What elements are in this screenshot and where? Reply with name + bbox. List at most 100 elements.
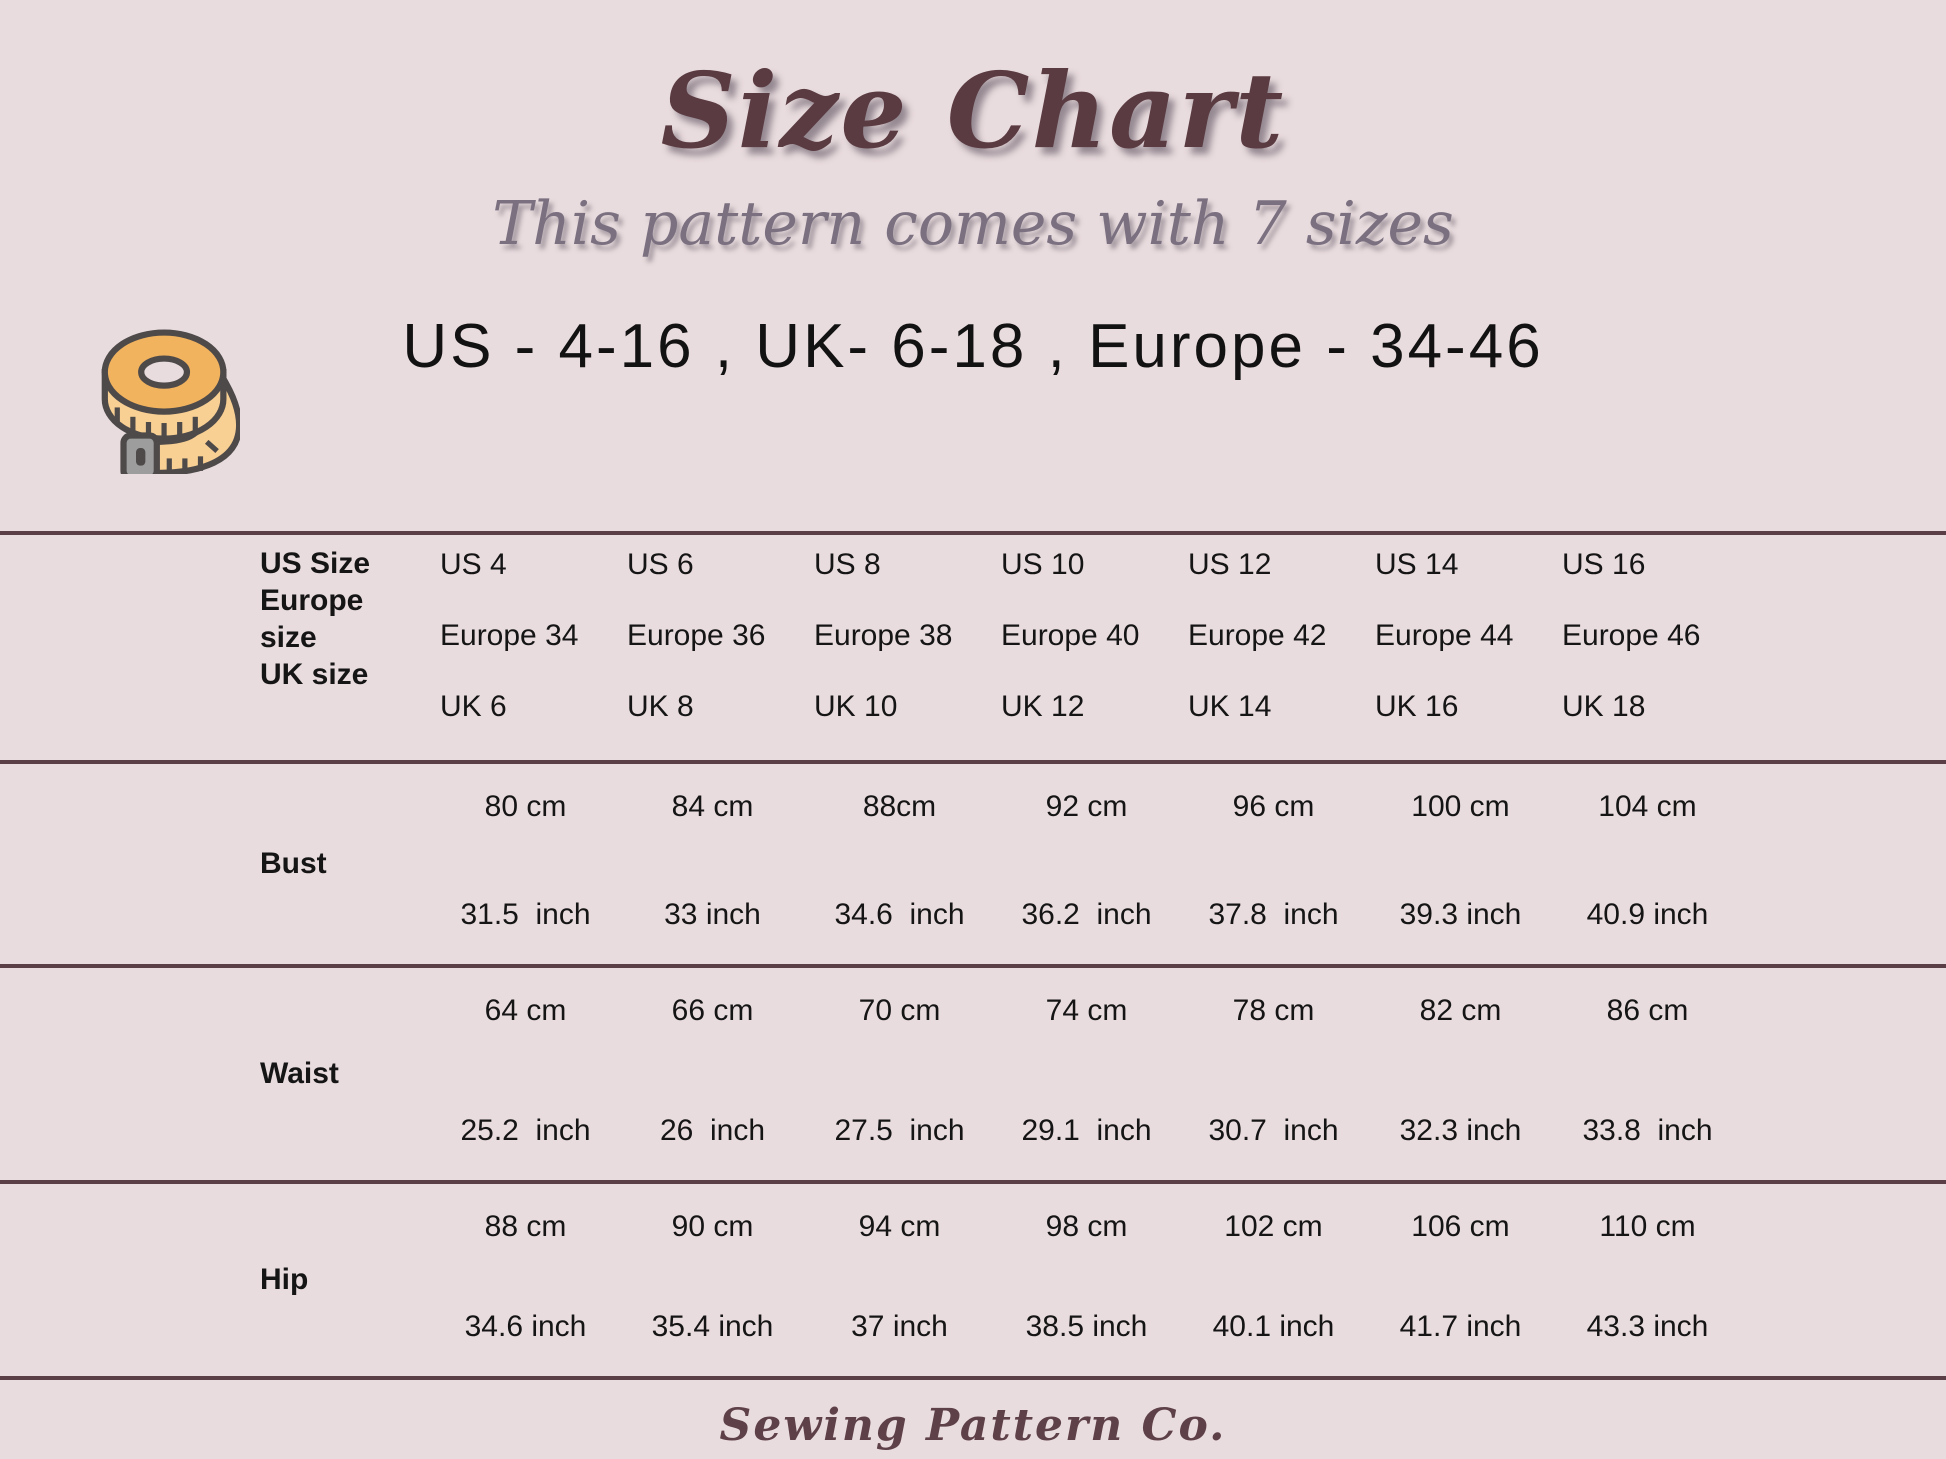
inch-value: 29.1 inch bbox=[1021, 1114, 1152, 1147]
cm-value: 82 cm bbox=[1419, 994, 1502, 1027]
measurement-cell: 104 cm 40.9 inch bbox=[1554, 764, 1741, 964]
inch-value: 30.7 inch bbox=[1208, 1114, 1339, 1147]
us-size: US 8 bbox=[814, 548, 881, 581]
europe-size: Europe 38 bbox=[814, 619, 953, 652]
inch-value: 41.7 inch bbox=[1399, 1310, 1522, 1343]
cm-value: 92 cm bbox=[1045, 790, 1128, 823]
uk-size: UK 18 bbox=[1562, 690, 1646, 723]
measurement-cell: 78 cm 30.7 inch bbox=[1180, 968, 1367, 1180]
measurement-cell: 106 cm 41.7 inch bbox=[1367, 1184, 1554, 1376]
cm-value: 80 cm bbox=[484, 790, 567, 823]
inch-value: 43.3 inch bbox=[1586, 1310, 1709, 1343]
cm-value: 104 cm bbox=[1598, 790, 1697, 823]
europe-size: Europe 46 bbox=[1562, 619, 1701, 652]
table-row-hip: Hip 88 cm 34.6 inch 90 cm 35.4 inch 94 c… bbox=[0, 1184, 1946, 1380]
cm-value: 90 cm bbox=[671, 1210, 754, 1243]
uk-size: UK 16 bbox=[1375, 690, 1459, 723]
inch-value: 32.3 inch bbox=[1399, 1114, 1522, 1147]
size-column-header: US 8 Europe 38 UK 10 bbox=[806, 535, 993, 760]
inch-value: 31.5 inch bbox=[460, 898, 591, 931]
measurement-cell: 100 cm 39.3 inch bbox=[1367, 764, 1554, 964]
measurement-cell: 70 cm 27.5 inch bbox=[806, 968, 993, 1180]
cm-value: 94 cm bbox=[858, 1210, 941, 1243]
inch-value: 25.2 inch bbox=[460, 1114, 591, 1147]
cm-value: 100 cm bbox=[1411, 790, 1510, 823]
us-size: US 10 bbox=[1001, 548, 1085, 581]
row-label-text: Waist bbox=[260, 1057, 339, 1090]
measurement-cell: 98 cm 38.5 inch bbox=[993, 1184, 1180, 1376]
cm-value: 74 cm bbox=[1045, 994, 1128, 1027]
inch-value: 33.8 inch bbox=[1582, 1114, 1713, 1147]
measurement-cell: 90 cm 35.4 inch bbox=[619, 1184, 806, 1376]
row-label: Bust bbox=[0, 764, 432, 964]
inch-value: 34.6 inch bbox=[834, 898, 965, 931]
cm-value: 70 cm bbox=[858, 994, 941, 1027]
measurement-cell: 86 cm 33.8 inch bbox=[1554, 968, 1741, 1180]
us-size: US 6 bbox=[627, 548, 694, 581]
cm-value: 88 cm bbox=[484, 1210, 567, 1243]
measurement-cell: 94 cm 37 inch bbox=[806, 1184, 993, 1376]
table-row-waist: Waist 64 cm 25.2 inch 66 cm 26 inch 70 c… bbox=[0, 968, 1946, 1184]
measurement-cell: 102 cm 40.1 inch bbox=[1180, 1184, 1367, 1376]
cm-value: 102 cm bbox=[1224, 1210, 1323, 1243]
inch-value: 40.1 inch bbox=[1212, 1310, 1335, 1343]
cm-value: 84 cm bbox=[671, 790, 754, 823]
inch-value: 37.8 inch bbox=[1208, 898, 1339, 931]
inch-value: 27.5 inch bbox=[834, 1114, 965, 1147]
cm-value: 88cm bbox=[862, 790, 937, 823]
uk-size: UK 6 bbox=[440, 690, 507, 723]
europe-size: Europe 40 bbox=[1001, 619, 1140, 652]
size-column-header: US 10 Europe 40 UK 12 bbox=[993, 535, 1180, 760]
us-size: US 12 bbox=[1188, 548, 1272, 581]
brand-footer: Sewing Pattern Co. bbox=[719, 1400, 1227, 1451]
uk-size: UK 14 bbox=[1188, 690, 1272, 723]
uk-size: UK 8 bbox=[627, 690, 694, 723]
inch-value: 35.4 inch bbox=[651, 1310, 774, 1343]
size-column-header: US 6 Europe 36 UK 8 bbox=[619, 535, 806, 760]
size-range-summary: US - 4-16 , UK- 6-18 , Europe - 34-46 bbox=[402, 312, 1544, 381]
measurement-cell: 96 cm 37.8 inch bbox=[1180, 764, 1367, 964]
size-table: US Size Europe size UK size US 4 Europe … bbox=[0, 531, 1946, 1380]
inch-value: 37 inch bbox=[851, 1310, 948, 1343]
us-size: US 14 bbox=[1375, 548, 1459, 581]
inch-value: 38.5 inch bbox=[1025, 1310, 1148, 1343]
europe-size: Europe 42 bbox=[1188, 619, 1327, 652]
page-title: Size Chart bbox=[660, 49, 1286, 172]
size-column-header: US 14 Europe 44 UK 16 bbox=[1367, 535, 1554, 760]
table-row-bust: Bust 80 cm 31.5 inch 84 cm 33 inch 88cm … bbox=[0, 764, 1946, 968]
size-column-header: US 12 Europe 42 UK 14 bbox=[1180, 535, 1367, 760]
us-size: US 4 bbox=[440, 548, 507, 581]
uk-size: UK 12 bbox=[1001, 690, 1085, 723]
us-size: US 16 bbox=[1562, 548, 1646, 581]
inch-value: 33 inch bbox=[664, 898, 761, 931]
inch-value: 34.6 inch bbox=[464, 1310, 587, 1343]
cm-value: 98 cm bbox=[1045, 1210, 1128, 1243]
size-column-header: US 4 Europe 34 UK 6 bbox=[432, 535, 619, 760]
cm-value: 66 cm bbox=[671, 994, 754, 1027]
header-label-cell: US Size Europe size UK size bbox=[0, 535, 432, 760]
measuring-tape-icon bbox=[101, 329, 240, 474]
cm-value: 78 cm bbox=[1232, 994, 1315, 1027]
measurement-cell: 80 cm 31.5 inch bbox=[432, 764, 619, 964]
header-label-line: size bbox=[260, 621, 317, 654]
uk-size: UK 10 bbox=[814, 690, 898, 723]
cm-value: 64 cm bbox=[484, 994, 567, 1027]
europe-size: Europe 44 bbox=[1375, 619, 1514, 652]
subtitle: This pattern comes with 7 sizes bbox=[492, 189, 1454, 259]
inch-value: 40.9 inch bbox=[1586, 898, 1709, 931]
measurement-cell: 66 cm 26 inch bbox=[619, 968, 806, 1180]
row-label: Hip bbox=[0, 1184, 432, 1376]
cm-value: 86 cm bbox=[1606, 994, 1689, 1027]
europe-size: Europe 34 bbox=[440, 619, 579, 652]
row-label-text: Bust bbox=[260, 847, 327, 880]
measurement-cell: 88cm 34.6 inch bbox=[806, 764, 993, 964]
cm-value: 110 cm bbox=[1599, 1210, 1696, 1243]
row-label-text: Hip bbox=[260, 1263, 309, 1296]
measurement-cell: 82 cm 32.3 inch bbox=[1367, 968, 1554, 1180]
cm-value: 96 cm bbox=[1232, 790, 1315, 823]
header-label-line: Europe bbox=[260, 584, 364, 617]
size-column-header: US 16 Europe 46 UK 18 bbox=[1554, 535, 1741, 760]
measurement-cell: 110 cm 43.3 inch bbox=[1554, 1184, 1741, 1376]
inch-value: 36.2 inch bbox=[1021, 898, 1152, 931]
